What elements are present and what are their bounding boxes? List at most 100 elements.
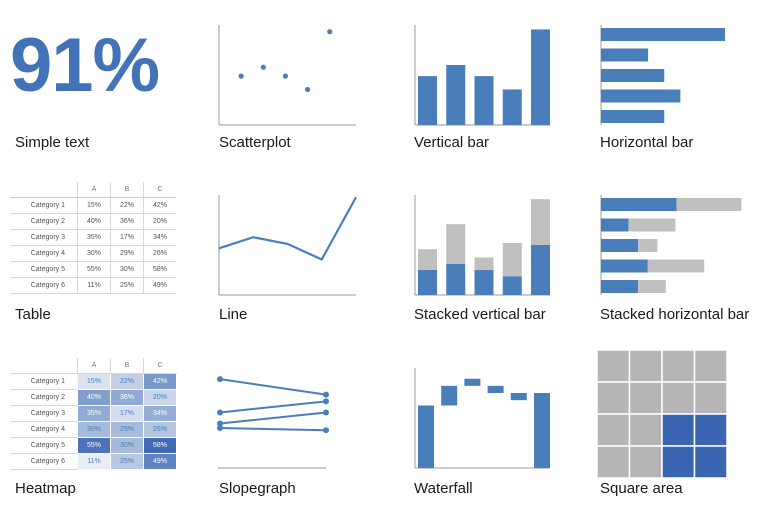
slope-start-point bbox=[217, 376, 223, 383]
heatmap-cell: 30% bbox=[110, 437, 144, 454]
highlighted-square bbox=[693, 413, 728, 447]
data-table: A B C Category 1 15% 22% 42% Category 2 40% 36% 20… bbox=[10, 182, 176, 294]
bar bbox=[446, 65, 466, 125]
square-area-chart bbox=[596, 349, 728, 479]
table-cell: 15% bbox=[77, 197, 111, 214]
simple-text-label: Simple text bbox=[15, 134, 90, 151]
heatmap-cell: 42% bbox=[143, 373, 177, 390]
stacked-bar-segment bbox=[531, 245, 550, 295]
row-label: Category 5 bbox=[10, 261, 78, 278]
row-label: Category 1 bbox=[10, 373, 78, 390]
grid-square bbox=[596, 381, 631, 415]
stacked-vertical-bar-label: Stacked vertical bar bbox=[414, 306, 546, 323]
column-header: B bbox=[110, 358, 144, 374]
table-row: Category 3 35% 17% 34% bbox=[10, 229, 176, 246]
scatter-point bbox=[304, 86, 311, 93]
series-line bbox=[218, 196, 357, 261]
waterfall-bar bbox=[487, 385, 504, 393]
horizontal-bar-chart bbox=[600, 25, 725, 125]
stacked-bar-segment bbox=[446, 263, 466, 295]
vertical-bar-chart bbox=[414, 25, 550, 126]
line-label: Line bbox=[219, 306, 248, 323]
table-cell: 29% bbox=[110, 245, 144, 262]
grid-square bbox=[596, 413, 631, 447]
highlighted-square bbox=[661, 413, 696, 447]
highlighted-square bbox=[661, 445, 696, 479]
scatter-point bbox=[260, 64, 266, 70]
heatmap-cell: 15% bbox=[77, 373, 111, 390]
heatmap-table: A B C Category 1 15% 22% 42% Category 2 40% 36% 20… bbox=[10, 358, 177, 470]
row-label: Category 2 bbox=[10, 389, 78, 406]
scatter-point bbox=[327, 29, 333, 35]
table-row: Category 5 55% 30% 58% bbox=[10, 261, 176, 278]
grid-square bbox=[693, 349, 728, 383]
stacked-bar-segment bbox=[601, 239, 639, 252]
table-cell: 35% bbox=[77, 229, 111, 246]
slope-end-point bbox=[323, 427, 329, 434]
stacked-bar-segment bbox=[418, 249, 437, 270]
stacked-bar-segment bbox=[502, 276, 522, 295]
heatmap-cell: 20% bbox=[143, 389, 177, 406]
heatmap-cell: 26% bbox=[143, 421, 177, 438]
stacked-bar-segment bbox=[502, 242, 522, 277]
table-cell: 30% bbox=[110, 261, 144, 278]
grid-square bbox=[628, 445, 663, 479]
scatter-point bbox=[282, 73, 289, 79]
heatmap-cell: 34% bbox=[143, 405, 177, 422]
row-label: Category 6 bbox=[10, 453, 78, 470]
table-cell: 34% bbox=[143, 229, 176, 246]
slope-start-point bbox=[217, 420, 223, 427]
heatmap-cell: 25% bbox=[110, 453, 144, 470]
stacked-bar-segment bbox=[647, 259, 705, 273]
column-header: C bbox=[143, 358, 177, 374]
table-label: Table bbox=[15, 306, 51, 323]
grid-square bbox=[596, 349, 631, 383]
bar bbox=[601, 48, 649, 62]
slope-line bbox=[219, 411, 327, 425]
slope-line bbox=[219, 378, 327, 396]
scatter-point bbox=[238, 73, 244, 79]
heatmap-cell: 22% bbox=[110, 373, 144, 390]
heatmap-cell: 29% bbox=[110, 421, 144, 438]
bar bbox=[502, 89, 522, 125]
grid-square bbox=[596, 445, 631, 479]
grid-square bbox=[661, 349, 696, 383]
bar bbox=[601, 28, 725, 41]
waterfall-bar bbox=[510, 393, 527, 401]
column-header: C bbox=[143, 182, 176, 198]
slope-end-point bbox=[323, 391, 329, 398]
table-row: Category 4 30% 29% 26% bbox=[10, 421, 177, 438]
simple-text-value: 91% bbox=[10, 23, 160, 108]
waterfall-bar bbox=[418, 405, 434, 468]
bar bbox=[418, 76, 437, 125]
table-cell: 25% bbox=[110, 277, 144, 294]
slope-start-point bbox=[217, 425, 223, 431]
table-row: Category 1 15% 22% 42% bbox=[10, 373, 177, 390]
waterfall-label: Waterfall bbox=[414, 480, 473, 497]
stacked-bar-segment bbox=[638, 280, 666, 293]
table-cell: 17% bbox=[110, 229, 144, 246]
stacked-bar-segment bbox=[601, 218, 629, 232]
stacked-bar-segment bbox=[418, 270, 437, 295]
line-chart bbox=[218, 195, 357, 296]
square-area-label: Square area bbox=[600, 480, 683, 497]
table-cell: 49% bbox=[143, 277, 176, 294]
slope-start-point bbox=[217, 409, 223, 416]
bar bbox=[601, 89, 681, 103]
heatmap-cell: 11% bbox=[77, 453, 111, 470]
waterfall-chart bbox=[414, 368, 550, 469]
stacked-bar-segment bbox=[676, 198, 742, 211]
stacked-bar-segment bbox=[601, 280, 639, 293]
grid-square bbox=[628, 381, 663, 415]
row-label: Category 5 bbox=[10, 437, 78, 454]
waterfall-bar bbox=[441, 385, 458, 406]
heatmap-cell: 36% bbox=[110, 389, 144, 406]
stacked-horizontal-bar-chart bbox=[600, 195, 742, 295]
stacked-bar-segment bbox=[474, 270, 494, 295]
heatmap-label: Heatmap bbox=[15, 480, 76, 497]
table-row: Category 5 55% 30% 58% bbox=[10, 437, 177, 454]
table-cell: 58% bbox=[143, 261, 176, 278]
heatmap-cell: 58% bbox=[143, 437, 177, 454]
stacked-bar-segment bbox=[446, 224, 466, 264]
vertical-bar-label: Vertical bar bbox=[414, 134, 490, 151]
